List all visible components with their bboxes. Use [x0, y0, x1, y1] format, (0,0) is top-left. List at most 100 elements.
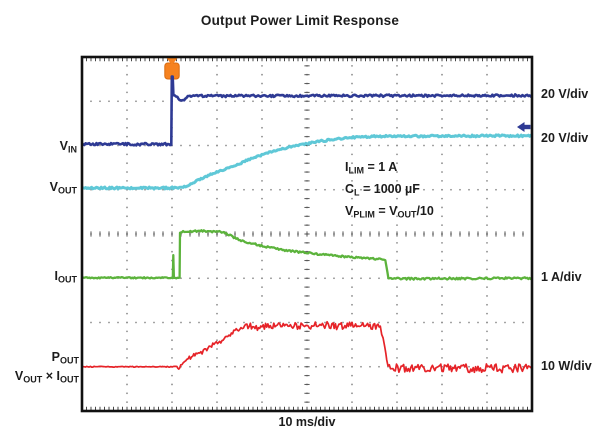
grid-dot: [396, 241, 398, 244]
grid-dot: [396, 357, 398, 359]
grid-dot: [261, 135, 263, 138]
grid-dot: [351, 303, 353, 306]
grid-dot: [171, 180, 173, 182]
grid-dot: [513, 144, 515, 147]
grid-dot: [351, 82, 353, 85]
grid-dot: [522, 321, 524, 324]
grid-dot: [441, 215, 443, 218]
grid-dot: [207, 365, 209, 368]
label-pout-f-sub: OUT: [23, 374, 43, 384]
grid-dot: [396, 109, 398, 111]
grid-dot: [297, 277, 299, 280]
grid-dot: [486, 224, 488, 227]
grid-dot: [459, 100, 461, 103]
grid-dot: [342, 188, 344, 191]
grid-dot: [252, 188, 254, 191]
grid-dot: [261, 259, 263, 262]
grid-dot: [126, 303, 128, 306]
grid-dot: [216, 339, 218, 342]
grid-dot: [369, 188, 371, 191]
grid-dot: [369, 321, 371, 324]
grid-dot: [261, 82, 263, 85]
grid-dot: [351, 215, 353, 218]
grid-dot: [261, 339, 263, 342]
grid-dot: [252, 277, 254, 280]
grid-dot: [207, 100, 209, 103]
grid-dot: [315, 365, 317, 368]
grid-dot: [171, 224, 173, 227]
grid-dot: [396, 330, 398, 333]
grid-dot: [261, 100, 263, 103]
grid-dot: [198, 144, 200, 147]
grid-dot: [216, 365, 218, 368]
grid-dot: [252, 144, 254, 147]
grid-dot: [441, 162, 443, 165]
grid-dot: [441, 109, 443, 111]
grid-dot: [126, 100, 128, 103]
grid-dot: [441, 383, 443, 386]
grid-dot: [441, 126, 443, 129]
grid-dot: [207, 144, 209, 147]
grid-dot: [441, 348, 443, 350]
grid-dot: [477, 100, 479, 103]
grid-dot: [261, 180, 263, 182]
grid-dot: [378, 365, 380, 368]
grid-dot: [126, 401, 128, 404]
grid-dot: [126, 348, 128, 350]
grid-dot: [126, 250, 128, 253]
grid-dot: [297, 365, 299, 368]
grid-dot: [441, 321, 443, 324]
grid-dot: [135, 321, 137, 324]
grid-dot: [324, 365, 326, 368]
grid-dot: [171, 241, 173, 244]
grid-dot: [387, 321, 389, 324]
grid-dot: [423, 188, 425, 191]
grid-dot: [234, 188, 236, 191]
grid-dot: [135, 100, 137, 103]
grid-dot: [351, 365, 353, 368]
grid-dot: [441, 197, 443, 200]
grid-dot: [324, 188, 326, 191]
grid-dot: [261, 197, 263, 200]
grid-dot: [279, 188, 281, 191]
grid-dot: [441, 171, 443, 173]
grid-dot: [324, 321, 326, 324]
grid-dot: [270, 365, 272, 368]
grid-dot: [405, 144, 407, 147]
grid-dot: [333, 365, 335, 368]
grid-dot: [378, 321, 380, 324]
grid-dot: [396, 180, 398, 182]
grid-dot: [207, 277, 209, 280]
grid-dot: [189, 100, 191, 103]
grid-dot: [369, 144, 371, 147]
grid-dot: [414, 100, 416, 103]
grid-dot: [351, 348, 353, 350]
grid-dot: [225, 321, 227, 324]
grid-dot: [171, 312, 173, 315]
grid-dot: [261, 241, 263, 244]
grid-dot: [279, 144, 281, 147]
grid-dot: [144, 144, 146, 147]
grid-dot: [486, 162, 488, 165]
grid-dot: [441, 401, 443, 404]
grid-dot: [351, 357, 353, 359]
trace-vout: [82, 133, 532, 191]
grid-dot: [216, 126, 218, 129]
grid-dot: [396, 312, 398, 315]
grid-dot: [288, 277, 290, 280]
grid-dot: [144, 321, 146, 324]
grid-dot: [351, 374, 353, 377]
grid-dot: [297, 100, 299, 103]
grid-dot: [522, 188, 524, 191]
grid-dot: [477, 144, 479, 147]
grid-dot: [351, 259, 353, 262]
grid-dot: [522, 144, 524, 147]
annotation-ilim: ILIM = 1 A: [345, 158, 434, 180]
grid-dot: [261, 250, 263, 253]
grid-dot: [450, 321, 452, 324]
grid-dot: [405, 321, 407, 324]
grid-dot: [486, 383, 488, 386]
label-vin-sub: IN: [68, 144, 77, 155]
grid-dot: [423, 100, 425, 103]
